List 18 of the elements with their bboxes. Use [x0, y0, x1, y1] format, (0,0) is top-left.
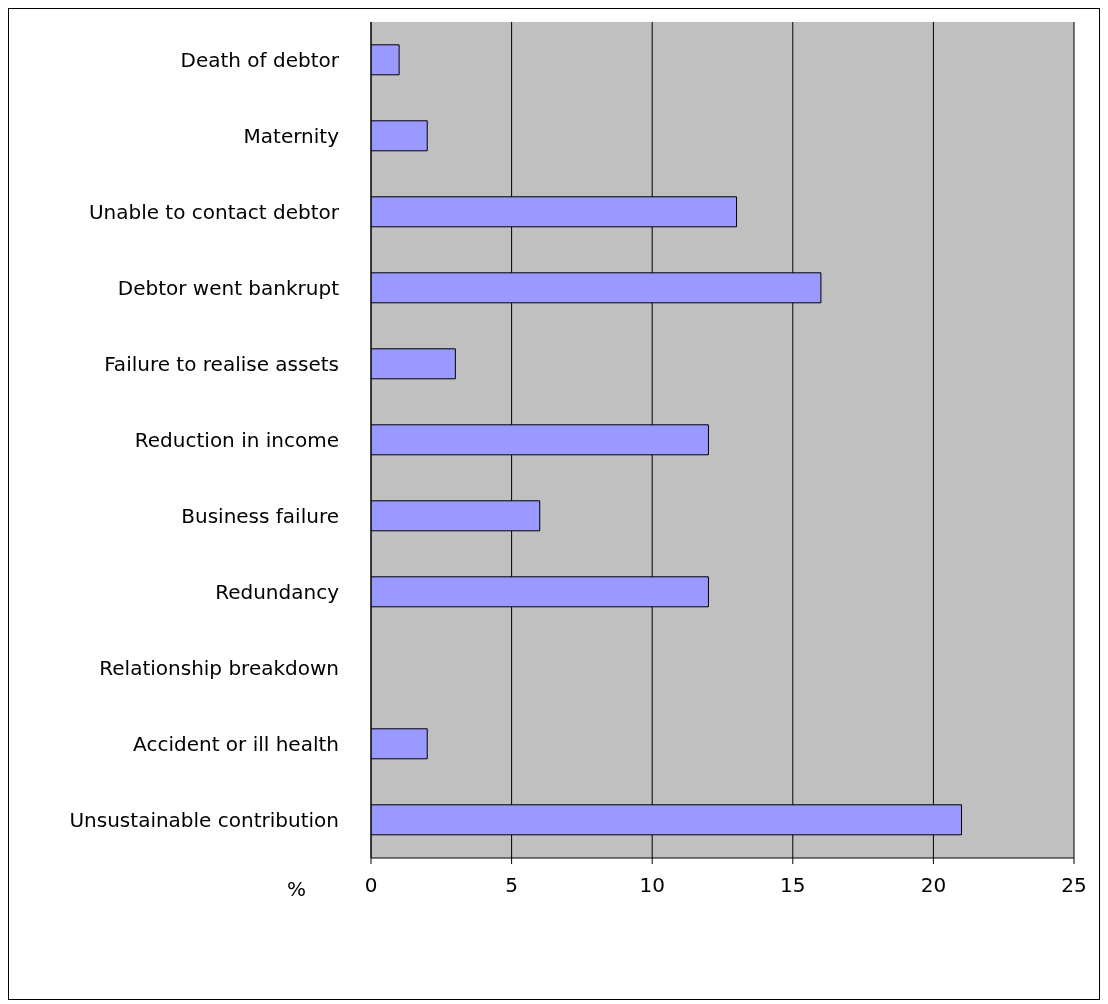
- x-tick-label: 5: [505, 873, 518, 898]
- x-tick-label: 20: [920, 873, 947, 898]
- x-tick-label: 25: [1061, 873, 1087, 898]
- x-axis-title: %: [287, 877, 307, 901]
- x-tick-label: 15: [780, 873, 806, 898]
- y-tick-label: Failure to realise assets: [104, 352, 339, 377]
- y-tick-label: Relationship breakdown: [99, 656, 339, 681]
- y-tick-label: Redundancy: [215, 580, 340, 605]
- y-tick-label: Death of debtor: [180, 48, 340, 73]
- y-tick-label: Unable to contact debtor: [88, 200, 340, 225]
- x-tick-label: 0: [364, 873, 378, 898]
- y-tick-label: Reduction in income: [134, 428, 339, 453]
- y-tick-label: Maternity: [243, 124, 340, 149]
- y-tick-label: Debtor went bankrupt: [117, 276, 340, 301]
- x-tick-label: 10: [639, 873, 665, 898]
- y-tick-label: Unsustainable contribution: [69, 808, 339, 833]
- y-tick-label: Business failure: [181, 504, 339, 529]
- y-tick-label: Accident or ill health: [133, 732, 339, 757]
